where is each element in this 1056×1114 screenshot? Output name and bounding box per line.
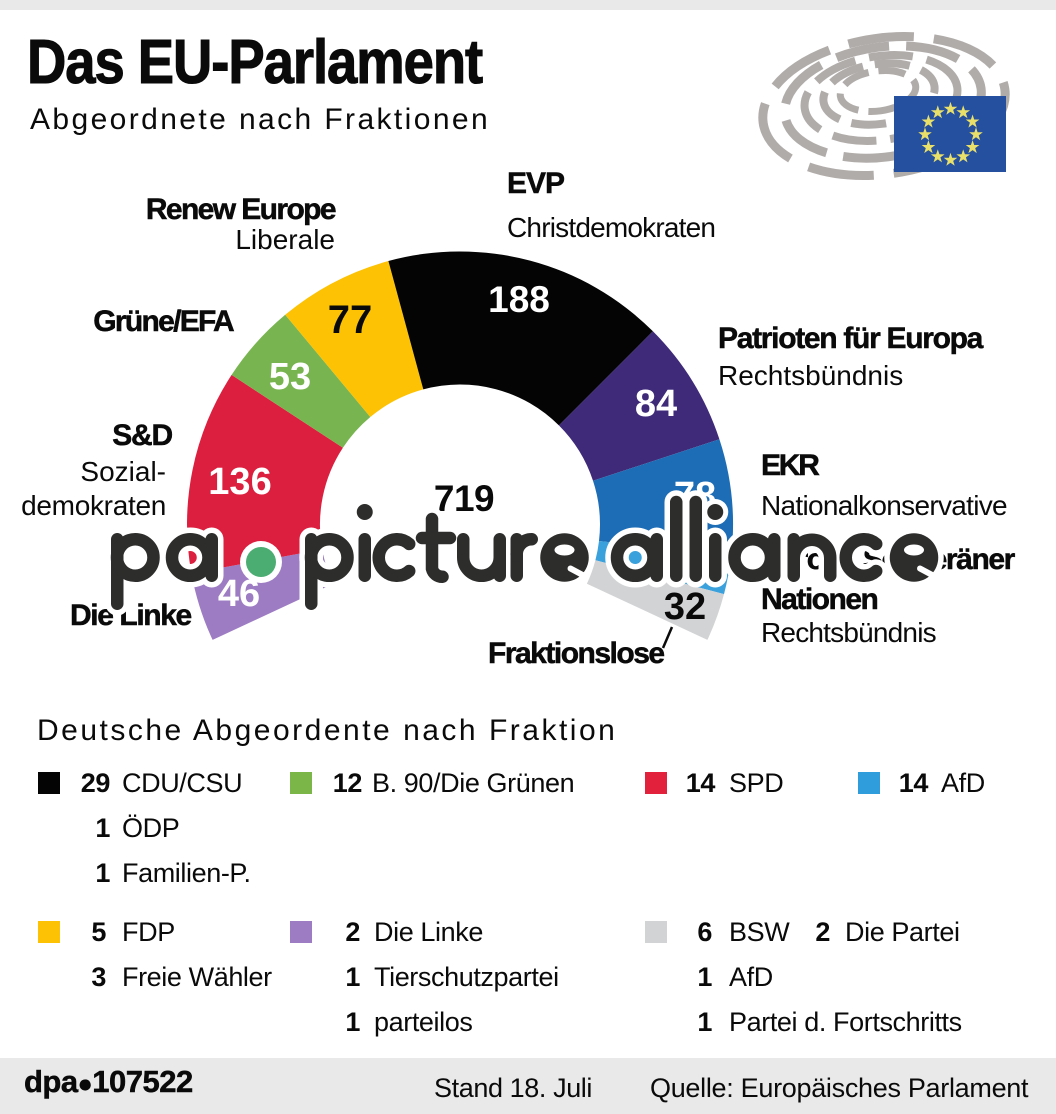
svg-text:53: 53 bbox=[269, 356, 311, 398]
svg-text:188: 188 bbox=[488, 279, 550, 320]
svg-text:136: 136 bbox=[208, 461, 271, 503]
svg-text:84: 84 bbox=[635, 383, 677, 425]
svg-text:77: 77 bbox=[328, 298, 373, 342]
svg-text:719: 719 bbox=[434, 478, 494, 519]
svg-text:32: 32 bbox=[664, 586, 706, 628]
